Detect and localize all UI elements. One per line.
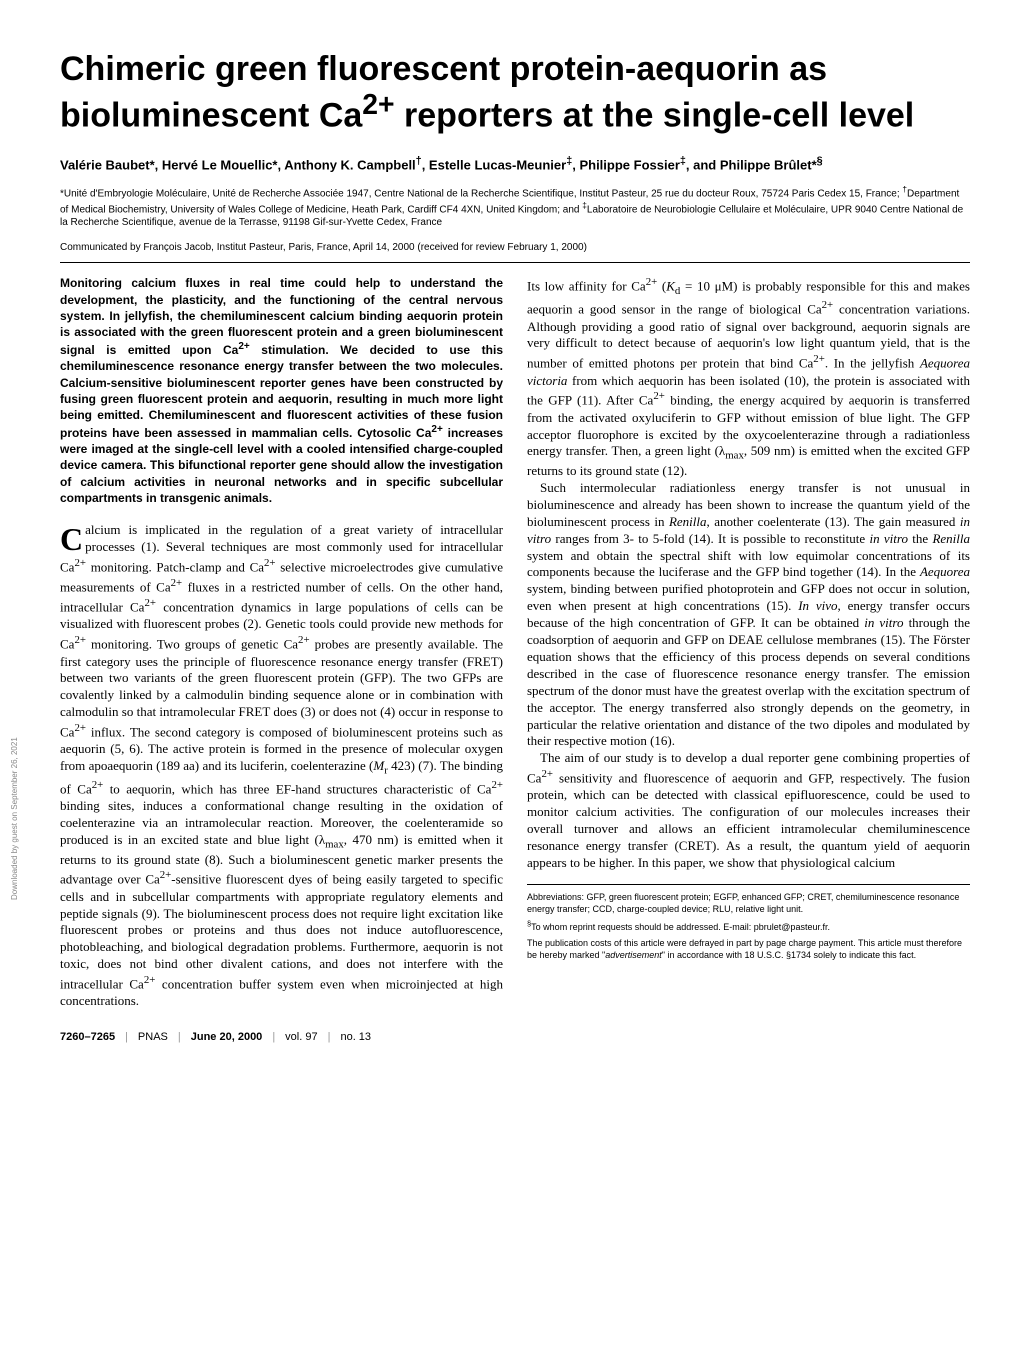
footnotes: Abbreviations: GFP, green fluorescent pr… (527, 891, 970, 962)
right-column: Its low affinity for Ca2+ (Kd = 10 μM) i… (527, 275, 970, 1010)
corresponding-author: §To whom reprint requests should be addr… (527, 919, 970, 933)
body-right: Its low affinity for Ca2+ (Kd = 10 μM) i… (527, 275, 970, 871)
footer-separator: | (178, 1030, 181, 1044)
issue-number: no. 13 (340, 1030, 371, 1044)
publication-date: June 20, 2000 (191, 1030, 263, 1044)
footer-separator: | (272, 1030, 275, 1044)
publication-costs: The publication costs of this article we… (527, 937, 970, 961)
abbreviations: Abbreviations: GFP, green fluorescent pr… (527, 891, 970, 915)
downloaded-watermark: Downloaded by guest on September 26, 202… (10, 737, 20, 900)
footer-separator: | (328, 1030, 331, 1044)
volume: vol. 97 (285, 1030, 317, 1044)
page-range: 7260–7265 (60, 1030, 115, 1044)
affiliations: *Unité d'Embryologie Moléculaire, Unité … (60, 184, 970, 230)
body-para-r3: The aim of our study is to develop a dua… (527, 750, 970, 872)
abstract: Monitoring calcium fluxes in real time c… (60, 275, 503, 506)
footnote-rule (527, 884, 970, 885)
footer-separator: | (125, 1030, 128, 1044)
article-title: Chimeric green fluorescent protein-aequo… (60, 50, 970, 136)
authors: Valérie Baubet*, Hervé Le Mouellic*, Ant… (60, 154, 970, 174)
body-para-r1: Its low affinity for Ca2+ (Kd = 10 μM) i… (527, 275, 970, 480)
two-column-layout: Monitoring calcium fluxes in real time c… (60, 275, 970, 1010)
left-column: Monitoring calcium fluxes in real time c… (60, 275, 503, 1010)
page-footer: 7260–7265 | PNAS | June 20, 2000 | vol. … (60, 1030, 970, 1044)
communicated-by: Communicated by François Jacob, Institut… (60, 241, 970, 263)
body-left: Calcium is implicated in the regulation … (60, 522, 503, 1010)
body-para-r2: Such intermolecular radiationless energy… (527, 480, 970, 750)
journal-name: PNAS (138, 1030, 168, 1044)
body-para-1: Calcium is implicated in the regulation … (60, 522, 503, 1010)
